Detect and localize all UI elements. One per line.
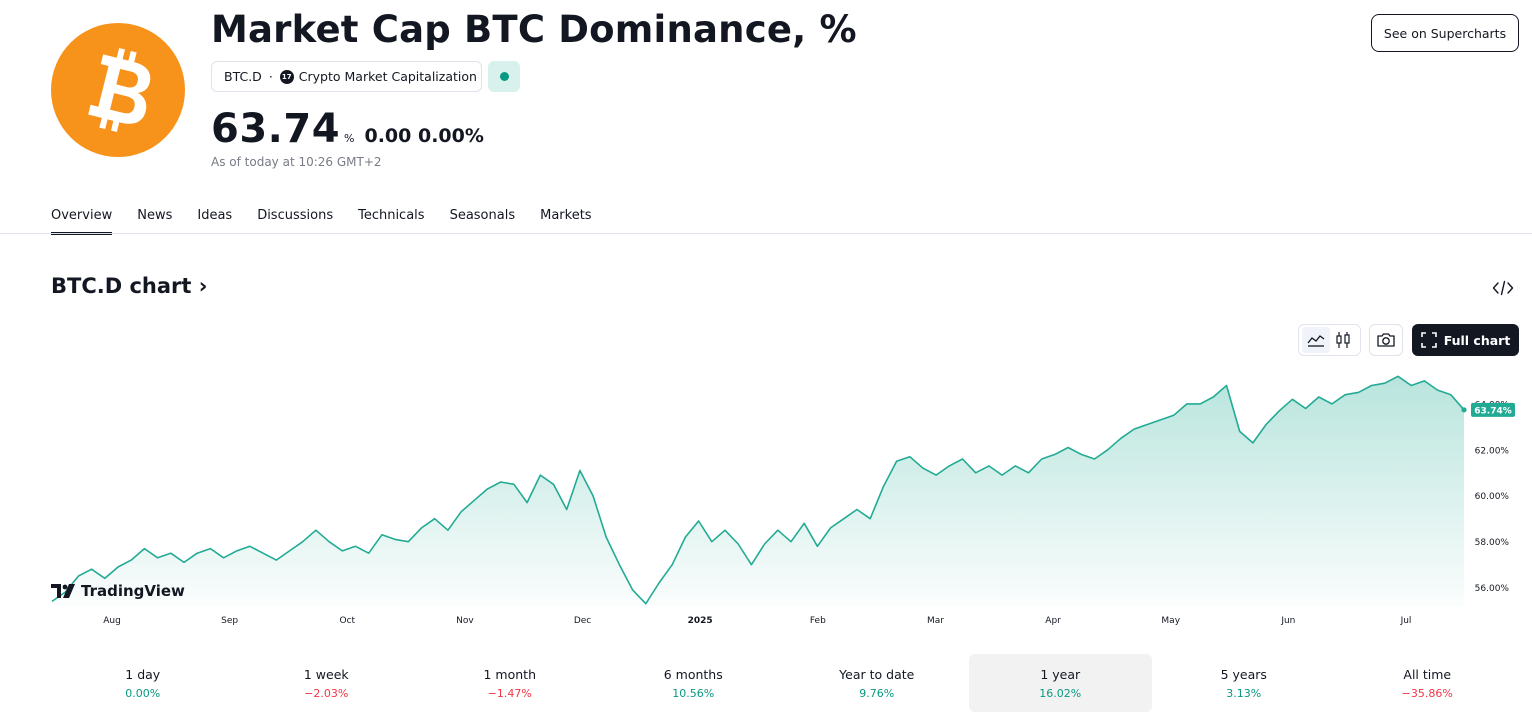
range-label: All time — [1403, 666, 1452, 682]
y-axis-tick-label: 60.00% — [1475, 492, 1510, 502]
price-change: 0.00 0.00% — [364, 125, 484, 147]
tab-ideas[interactable]: Ideas — [197, 208, 233, 223]
range-change: 10.56% — [672, 686, 715, 700]
x-axis-tick-label: Mar — [927, 616, 944, 626]
separator: · — [268, 69, 273, 84]
x-axis-tick-label: Jul — [1400, 616, 1412, 626]
tv-icon: 17 — [279, 69, 294, 84]
last-point-marker — [1461, 407, 1467, 413]
range-change: 9.76% — [859, 686, 895, 700]
range-1-month[interactable]: 1 month −1.47% — [418, 654, 602, 712]
range-change: 16.02% — [1039, 686, 1082, 700]
tab-technicals[interactable]: Technicals — [358, 208, 425, 223]
y-axis-tick-label: 56.00% — [1475, 584, 1510, 594]
x-axis-tick-label: Oct — [339, 616, 355, 626]
price-row: 63.74 % 0.00 0.00% — [211, 106, 484, 152]
symbol-ticker: BTC.D — [224, 69, 262, 84]
tradingview-logo-text: TradingView — [81, 582, 185, 600]
y-axis-tick-label: 62.00% — [1475, 446, 1510, 456]
market-status-chip[interactable] — [488, 61, 520, 92]
range-change: 3.13% — [1226, 686, 1262, 700]
full-chart-button[interactable]: Full chart — [1412, 324, 1519, 356]
chevron-right-icon: › — [198, 274, 208, 298]
range-1-day[interactable]: 1 day 0.00% — [51, 654, 235, 712]
x-axis-tick-label: 2025 — [688, 616, 713, 626]
x-axis-tick-label: Feb — [810, 616, 826, 626]
tradingview-watermark: TradingView — [51, 582, 185, 600]
range-1-year[interactable]: 1 year 16.02% — [968, 654, 1152, 712]
range-label: 1 week — [303, 666, 349, 682]
area-chart-icon[interactable] — [1302, 327, 1330, 353]
tab-overview[interactable]: Overview — [51, 200, 113, 235]
range-selector: 1 day 0.00% 1 week −2.03% 1 month −1.47%… — [51, 654, 1519, 712]
last-value-badge — [1471, 402, 1515, 417]
chart-heading-link[interactable]: BTC.D chart › — [51, 274, 207, 298]
range-label: 1 year — [1040, 666, 1081, 682]
tab-seasonals[interactable]: Seasonals — [449, 208, 516, 223]
fullscreen-icon — [1420, 332, 1437, 348]
tabs-divider — [0, 233, 1532, 234]
market-open-dot-icon — [499, 72, 509, 81]
x-axis-tick-label: May — [1161, 616, 1180, 626]
tab-discussions[interactable]: Discussions — [257, 208, 334, 223]
series-line — [51, 375, 1465, 605]
range-6-months[interactable]: 6 months 10.56% — [602, 654, 786, 712]
current-price: 63.74 — [211, 106, 341, 152]
range-change: −2.03% — [304, 686, 349, 700]
range-label: 6 months — [663, 666, 723, 682]
x-axis-tick-label: Jun — [1280, 616, 1295, 626]
range-change: −35.86% — [1401, 686, 1453, 700]
range-label: 5 years — [1220, 666, 1267, 682]
x-axis-tick-label: Sep — [221, 616, 238, 626]
last-value-label: 63.74% — [1474, 406, 1512, 416]
as-of-timestamp: As of today at 10:26 GMT+2 — [211, 155, 382, 169]
x-axis-tick-label: Apr — [1045, 616, 1061, 626]
range-5-years[interactable]: 5 years 3.13% — [1152, 654, 1336, 712]
chart-heading-text: BTC.D chart — [51, 274, 192, 298]
camera-icon[interactable] — [1369, 324, 1403, 356]
see-on-supercharts-button[interactable]: See on Supercharts — [1371, 14, 1519, 52]
price-unit: % — [344, 132, 355, 145]
range-1-week[interactable]: 1 week −2.03% — [235, 654, 419, 712]
range-change: 0.00% — [125, 686, 161, 700]
range-all-time[interactable]: All time −35.86% — [1336, 654, 1520, 712]
tab-bar: Overview News Ideas Discussions Technica… — [51, 200, 617, 235]
x-axis-tick-label: Dec — [574, 616, 591, 626]
symbol-chip[interactable]: BTC.D · 17 Crypto Market Capitalization — [211, 61, 482, 92]
tab-news[interactable]: News — [137, 208, 173, 223]
exchange-name: Crypto Market Capitalization — [298, 69, 477, 84]
bitcoin-icon — [88, 48, 151, 132]
y-axis-tick-label: 58.00% — [1475, 538, 1510, 548]
tradingview-logo-icon — [51, 584, 75, 598]
candlestick-icon[interactable] — [1330, 327, 1358, 353]
range-year-to-date[interactable]: Year to date 9.76% — [785, 654, 969, 712]
range-label: 1 day — [125, 666, 161, 682]
chart-style-toggle — [1298, 324, 1361, 356]
btc-dominance-chart[interactable]: 56.00%58.00%60.00%62.00%64.00% AugSepOct… — [0, 360, 1532, 632]
full-chart-label: Full chart — [1443, 332, 1511, 348]
tab-markets[interactable]: Markets — [540, 208, 592, 223]
page-title: Market Cap BTC Dominance, % — [211, 8, 857, 51]
x-axis-tick-label: Nov — [456, 616, 474, 626]
range-label: 1 month — [483, 666, 537, 682]
range-change: −1.47% — [487, 686, 532, 700]
range-label: Year to date — [839, 666, 915, 682]
series-area-fill — [52, 376, 1464, 606]
x-axis-tick-label: Aug — [103, 616, 121, 626]
code-icon[interactable] — [1492, 279, 1514, 297]
bitcoin-logo-icon — [51, 23, 185, 157]
